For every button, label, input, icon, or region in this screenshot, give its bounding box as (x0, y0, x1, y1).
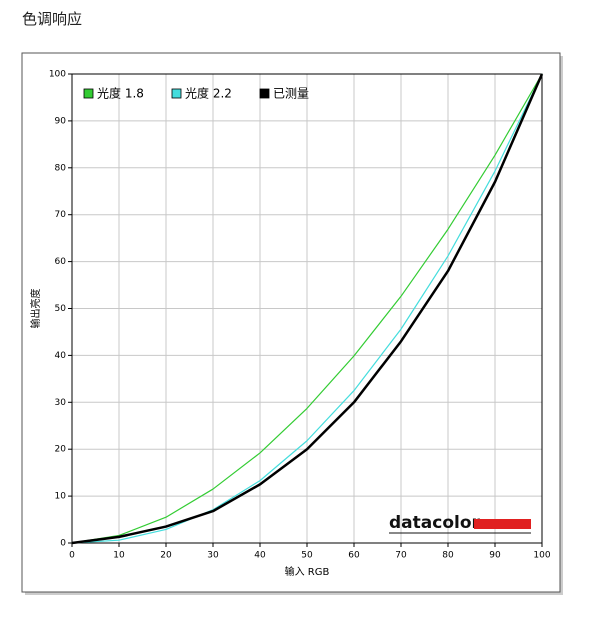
x-tick-label: 60 (348, 551, 360, 561)
y-tick-label: 0 (60, 539, 66, 549)
x-tick-label: 20 (160, 551, 172, 561)
y-tick-label: 100 (49, 70, 66, 80)
series-line (71, 73, 543, 544)
x-tick-label: 100 (533, 551, 550, 561)
page-title: 色调响应 (22, 10, 83, 28)
y-tick-label: 20 (55, 445, 67, 455)
logo: datacolor (389, 513, 481, 533)
x-tick-label: 10 (113, 551, 125, 561)
plot-border (71, 73, 543, 544)
y-tick-label: 30 (55, 398, 67, 408)
y-tick-label: 10 (55, 492, 67, 502)
legend-label: 光度 2.2 (185, 86, 232, 101)
y-tick-label: 40 (55, 351, 67, 361)
y-tick-label: 70 (55, 210, 67, 220)
series-line (71, 73, 544, 545)
y-axis-label: 输出亮度 (29, 289, 42, 329)
x-tick-label: 80 (442, 551, 454, 561)
series-line (71, 73, 543, 544)
x-tick-label: 40 (254, 551, 266, 561)
x-tick-label: 0 (69, 551, 75, 561)
x-tick-label: 90 (489, 551, 501, 561)
y-tick-label: 80 (55, 163, 67, 173)
logo-bar (474, 519, 531, 529)
y-tick-label: 50 (55, 304, 67, 314)
legend-label: 光度 1.8 (97, 86, 144, 101)
y-tick-label: 90 (55, 116, 67, 126)
legend-label: 已测量 (273, 87, 309, 101)
legend-swatch (83, 88, 94, 99)
x-axis-label: 输入 RGB (285, 565, 330, 578)
x-tick-label: 30 (207, 551, 219, 561)
legend-swatch (171, 88, 182, 99)
x-tick-label: 70 (395, 551, 407, 561)
y-tick-label: 60 (55, 257, 67, 267)
legend-swatch (259, 88, 270, 99)
x-tick-label: 50 (301, 551, 313, 561)
